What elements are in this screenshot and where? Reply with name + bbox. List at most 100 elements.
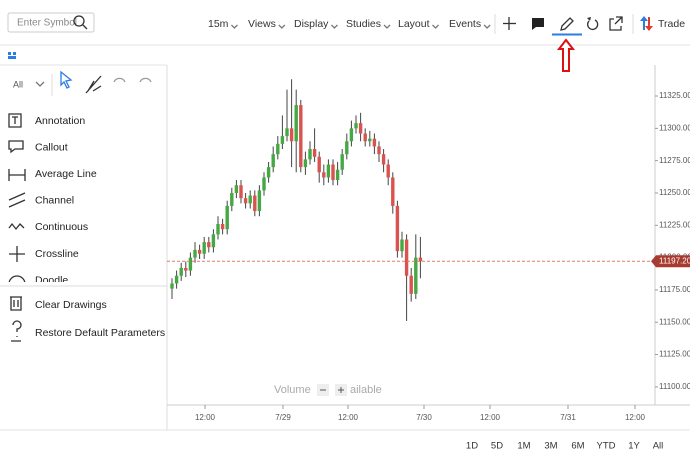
y-tick-label: 11325.00 — [659, 91, 690, 100]
candle-body — [299, 105, 303, 168]
candle-body — [395, 205, 400, 252]
range-button[interactable]: All — [653, 441, 664, 452]
candle-body — [418, 257, 423, 262]
range-button[interactable]: 5D — [491, 441, 503, 452]
candle-body — [326, 164, 331, 178]
y-tick-label: 11300.00 — [659, 123, 690, 132]
tool-item[interactable]: Channel — [35, 195, 74, 207]
candle-body — [211, 234, 216, 248]
candle-body — [377, 146, 381, 155]
candle-body — [239, 185, 243, 199]
action-item[interactable]: Restore Default Parameters — [35, 327, 165, 339]
range-button[interactable]: 3M — [544, 441, 557, 452]
menu-caret — [230, 24, 238, 29]
candle-body — [303, 159, 308, 168]
candle-body — [358, 123, 363, 134]
candle-body — [308, 149, 312, 160]
candle-body — [225, 205, 229, 230]
candle-body — [243, 198, 248, 204]
tools-panel: All Annotation Callout Average Line Channel… — [0, 65, 168, 430]
action-icon — [11, 320, 22, 342]
range-button[interactable]: 1Y — [628, 441, 640, 452]
layout-icon[interactable] — [8, 52, 16, 59]
search-icon — [73, 15, 85, 27]
search-box[interactable] — [7, 12, 95, 33]
candle-body — [363, 133, 367, 142]
tool-item[interactable]: Average Line — [35, 168, 97, 180]
candle-body — [368, 138, 372, 142]
search-icon — [82, 24, 88, 30]
candle-body — [372, 138, 377, 147]
candle-body — [381, 154, 386, 165]
trade-label[interactable]: Trade — [658, 18, 685, 30]
x-tick-label: 7/29 — [275, 413, 291, 422]
pointer-tool[interactable] — [60, 70, 73, 89]
reset-button[interactable] — [587, 17, 599, 30]
menu-item[interactable]: Studies — [346, 18, 381, 30]
tool-icon — [8, 169, 26, 181]
x-tick-label: 7/31 — [560, 413, 576, 422]
tool-item[interactable]: Callout — [35, 141, 68, 153]
range-button[interactable]: YTD — [597, 441, 616, 452]
candle-body — [317, 156, 321, 173]
candle-body — [184, 267, 188, 271]
menu-item[interactable]: Layout — [398, 18, 430, 30]
candle-body — [322, 172, 326, 178]
candle-body — [253, 195, 257, 212]
toolbar: Enter Symbol 15m Views Display Studies Layou… — [0, 12, 690, 72]
candle-body — [179, 267, 183, 276]
menu-item[interactable]: 15m — [208, 18, 229, 30]
menu-item[interactable]: Events — [449, 18, 481, 30]
candle-body — [202, 242, 206, 254]
tool-icon — [9, 246, 25, 262]
candle-body — [170, 283, 174, 289]
y-tick-label: 11175.00 — [659, 285, 690, 294]
range-button[interactable]: 6M — [571, 441, 584, 452]
menu-item[interactable]: Views — [248, 18, 276, 30]
range-button[interactable]: 1M — [517, 441, 530, 452]
draw-button[interactable] — [560, 17, 574, 31]
highlight-arrow — [556, 38, 576, 72]
crosshair-button[interactable] — [503, 17, 516, 30]
candle-body — [331, 164, 335, 181]
candle-body — [404, 239, 409, 276]
tool-icon — [8, 192, 26, 208]
range-button[interactable]: 1D — [466, 441, 478, 452]
action-item[interactable]: Clear Drawings — [35, 299, 107, 311]
candle-body — [234, 185, 239, 193]
draw-tool[interactable] — [85, 75, 102, 94]
tool-filter[interactable]: All — [13, 79, 23, 89]
candle-body — [188, 257, 193, 271]
menu-item[interactable]: Display — [294, 18, 329, 30]
menu-caret — [483, 24, 491, 29]
redo-button[interactable] — [139, 77, 152, 83]
candle-body — [400, 239, 404, 252]
candle-body — [409, 275, 413, 294]
candle-body — [349, 128, 354, 142]
comment-button[interactable] — [532, 18, 544, 30]
volume-overlay: Volume ailable — [274, 384, 382, 396]
trade-icon[interactable] — [640, 16, 653, 31]
y-tick-label: 11100.00 — [659, 382, 690, 391]
plus — [338, 387, 344, 393]
candle-body — [294, 105, 298, 142]
popout-button[interactable] — [609, 16, 623, 31]
tool-icon — [8, 113, 22, 128]
tool-item[interactable]: Annotation — [35, 115, 85, 127]
candle-body — [257, 190, 262, 212]
volume-text: ailable — [350, 384, 382, 396]
menu-caret — [278, 24, 286, 29]
filter-caret — [35, 81, 45, 87]
candle-body — [285, 128, 289, 137]
tool-item[interactable]: Crossline — [35, 248, 79, 260]
undo-button[interactable] — [113, 77, 126, 83]
tool-item[interactable]: Continuous — [35, 221, 88, 233]
x-tick-label: 7/30 — [416, 413, 432, 422]
action-icon — [10, 296, 22, 311]
tool-item[interactable]: Doodle — [35, 274, 68, 286]
volume-text: Volume — [274, 384, 311, 396]
menu-caret — [383, 24, 391, 29]
candle-body — [271, 154, 275, 168]
candle-body — [248, 195, 252, 204]
